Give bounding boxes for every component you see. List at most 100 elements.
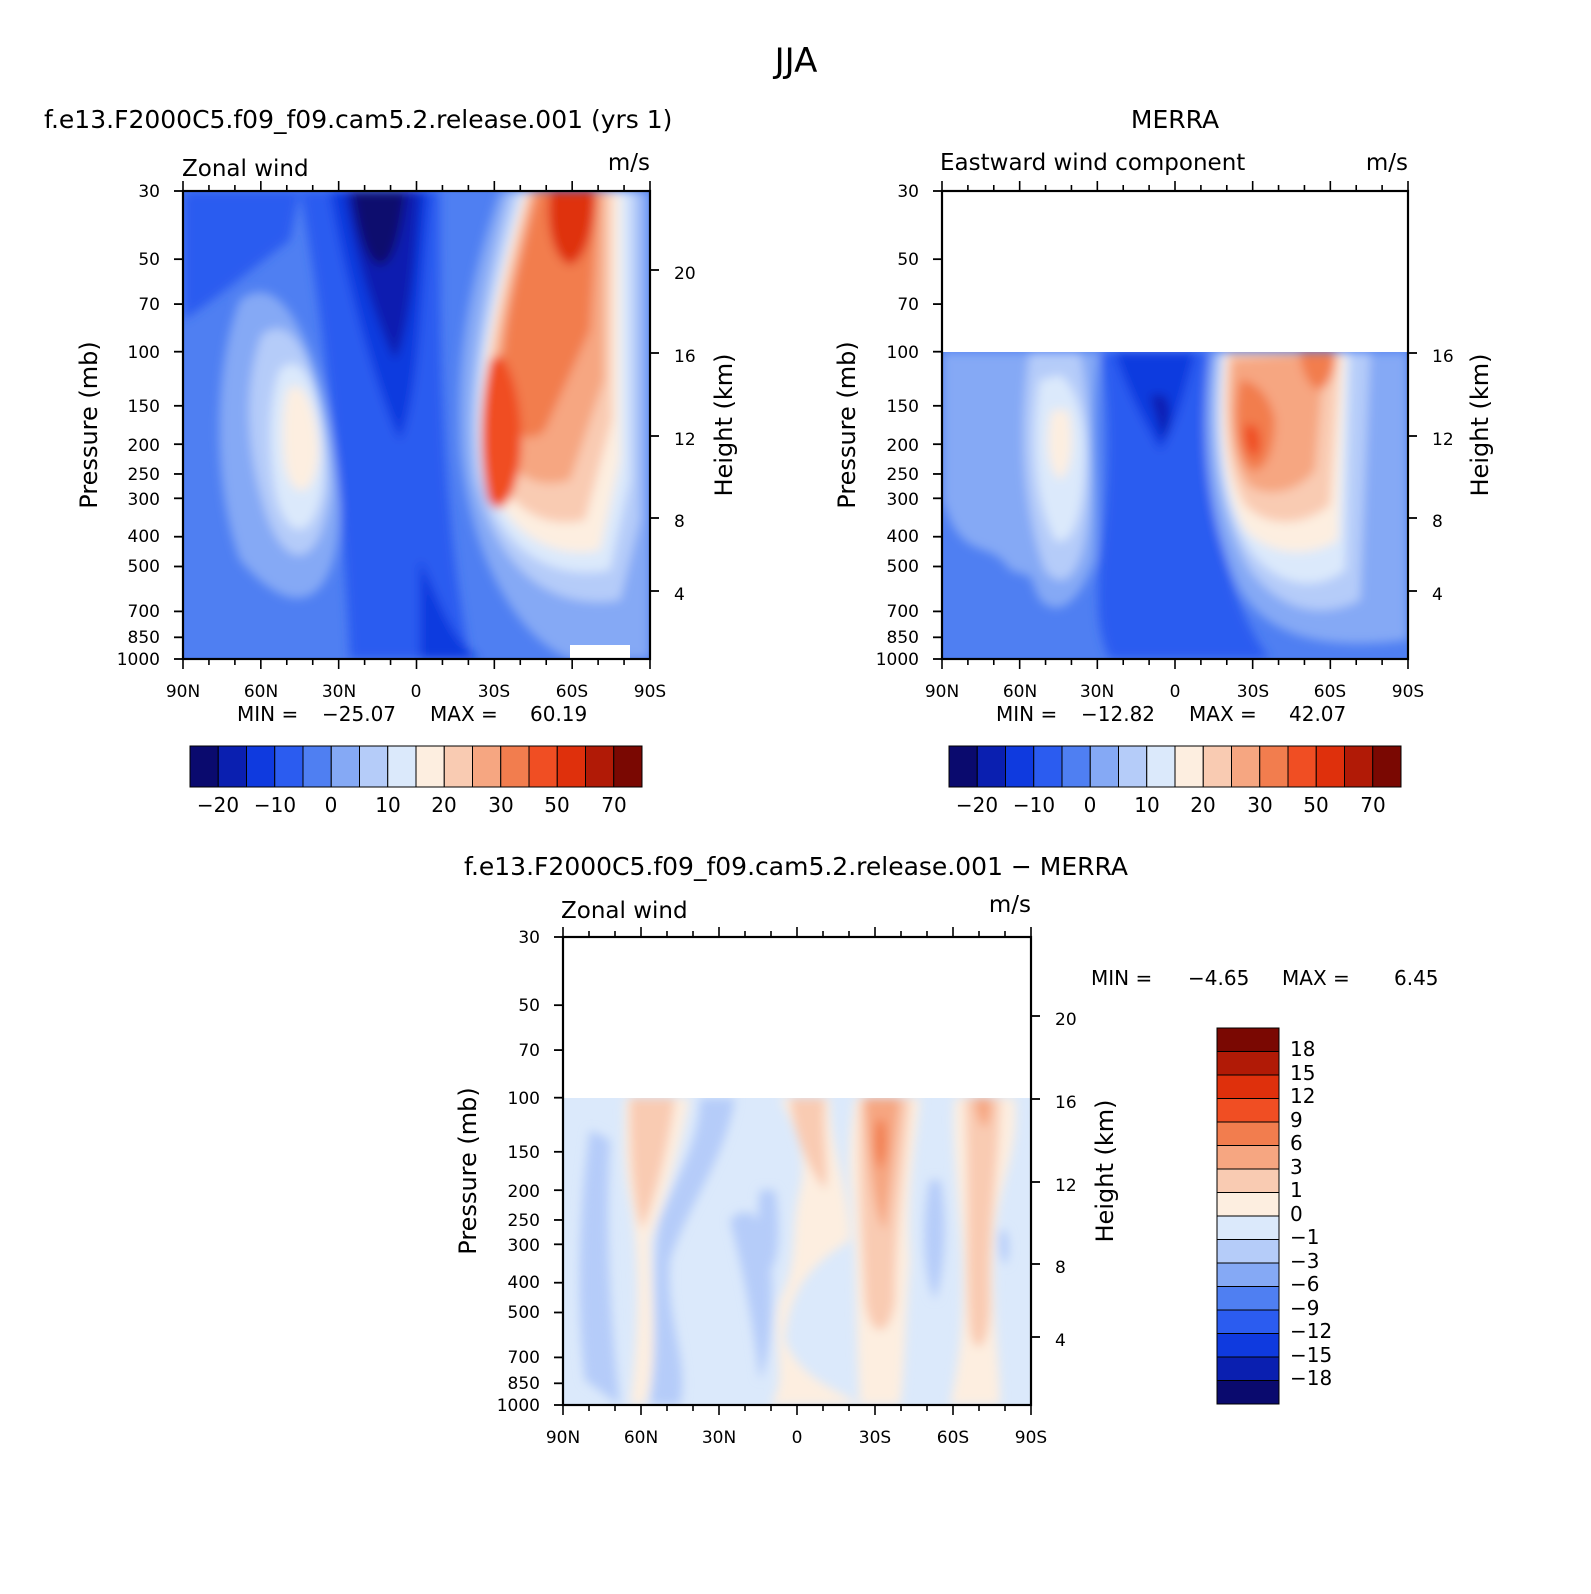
colorbar-label: 0: [325, 793, 338, 817]
ytick-label: 70: [138, 295, 160, 315]
colorbar-labels: −20 −10 0 10 20 30 50 70: [956, 793, 1386, 817]
ytick-label: 850: [508, 1374, 540, 1394]
panel-model-y2tick-labels: 20 16 12 8 4: [674, 264, 696, 605]
ytick-label: 150: [887, 397, 919, 417]
min-label: MIN =: [237, 702, 298, 726]
colorbar-label: 12: [1290, 1084, 1315, 1108]
colorbar-label: 10: [375, 793, 400, 817]
max-label: MAX =: [1189, 702, 1257, 726]
y2tick-label: 20: [674, 264, 696, 284]
panel-model-ylabel: Pressure (mb): [75, 341, 103, 508]
colorbar-label: 70: [1360, 793, 1385, 817]
y2tick-label: 16: [1055, 1093, 1077, 1113]
xtick-label: 30N: [702, 1428, 736, 1448]
xtick-label: 60N: [1003, 682, 1037, 702]
colorbar-label: −9: [1290, 1296, 1319, 1320]
ytick-label: 30: [138, 182, 160, 202]
colorbar-swatch: [1216, 1192, 1280, 1217]
colorbar-swatches: [1216, 1027, 1280, 1405]
ytick-label: 70: [897, 295, 919, 315]
colorbar-label: −1: [1290, 1225, 1319, 1249]
panel-obs-colorbar: −20 −10 0 10 20 30 50 70: [948, 745, 1402, 817]
colorbar-label: 0: [1084, 793, 1097, 817]
ytick-label: 1000: [117, 650, 160, 670]
xtick-label: 60S: [1314, 682, 1346, 702]
panel-obs-y2label: Height (km): [1466, 354, 1494, 497]
ytick-label: 50: [518, 996, 540, 1016]
max-label: MAX =: [430, 702, 498, 726]
ytick-label: 400: [508, 1273, 540, 1293]
panel-diff-stats: MIN = −4.65 MAX = 6.45: [1091, 966, 1439, 990]
colorbar-swatch: [1315, 745, 1345, 788]
panel-diff: f.e13.F2000C5.f09_f09.cam5.2.release.001…: [454, 852, 1439, 1448]
colorbar-label: 6: [1290, 1131, 1303, 1155]
colorbar-swatch: [1005, 745, 1035, 788]
panel-diff-y2label: Height (km): [1091, 1100, 1119, 1243]
colorbar-label: −12: [1290, 1319, 1332, 1343]
colorbar-swatch: [1231, 745, 1261, 788]
ytick-label: 150: [128, 397, 160, 417]
xtick-label: 0: [411, 682, 422, 702]
panel-obs-stats: MIN = −12.82 MAX = 42.07: [996, 702, 1346, 726]
colorbar-swatch: [1216, 1168, 1280, 1193]
ytick-label: 250: [508, 1211, 540, 1231]
y2tick-label: 12: [674, 430, 696, 450]
max-value: 42.07: [1289, 702, 1346, 726]
y2tick-label: 16: [674, 347, 696, 367]
xtick-label: 60S: [937, 1428, 969, 1448]
colorbar-label: 20: [431, 793, 456, 817]
xtick-label: 30N: [1080, 682, 1114, 702]
colorbar-swatch: [1174, 745, 1204, 788]
xtick-label: 30S: [859, 1428, 891, 1448]
xtick-label: 90N: [546, 1428, 580, 1448]
panel-model-field: [183, 191, 650, 659]
ytick-label: 700: [887, 602, 919, 622]
colorbar-label: 30: [488, 793, 513, 817]
colorbar-swatch: [1372, 745, 1402, 788]
colorbar-swatch: [1287, 745, 1317, 788]
panel-model-ytick-labels: 30 50 70 100 150 200 250 300 400 500 700…: [117, 182, 160, 670]
colorbar-swatch: [189, 745, 219, 788]
ytick-label: 150: [508, 1143, 540, 1163]
colorbar-swatch: [1216, 1121, 1280, 1146]
ytick-label: 700: [128, 602, 160, 622]
colorbar-swatch: [1216, 1356, 1280, 1381]
panel-diff-ylabel: Pressure (mb): [454, 1087, 482, 1254]
y2tick-label: 8: [674, 512, 685, 532]
panel-obs-ylabel: Pressure (mb): [833, 341, 861, 508]
y2tick-label: 4: [1432, 585, 1443, 605]
ytick-label: 700: [508, 1348, 540, 1368]
panel-model-colorbar: −20 −10 0 10 20 30 50 70: [189, 745, 643, 817]
colorbar-swatch: [274, 745, 304, 788]
colorbar-label: −20: [197, 793, 239, 817]
colorbar-swatch: [948, 745, 978, 788]
colorbar-label: −3: [1290, 1249, 1319, 1273]
ytick-label: 300: [508, 1236, 540, 1256]
max-value: 60.19: [530, 702, 587, 726]
colorbar-swatch: [1216, 1262, 1280, 1287]
y2tick-label: 4: [674, 585, 685, 605]
xtick-label: 60S: [556, 682, 588, 702]
xtick-label: 30S: [478, 682, 510, 702]
panel-model-variable: Zonal wind: [182, 156, 309, 182]
max-label: MAX =: [1282, 966, 1350, 990]
colorbar-label: 1: [1290, 1178, 1303, 1202]
colorbar-swatch: [976, 745, 1006, 788]
colorbar-swatch: [1089, 745, 1119, 788]
ytick-label: 100: [508, 1089, 540, 1109]
ytick-label: 250: [887, 465, 919, 485]
y2tick-label: 20: [1055, 1010, 1077, 1030]
colorbar-swatch: [1216, 1286, 1280, 1311]
colorbar-swatch: [613, 745, 643, 788]
panel-model-missing-area: [570, 645, 630, 659]
colorbar-labels: −20 −10 0 10 20 30 50 70: [197, 793, 627, 817]
colorbar-label: 10: [1134, 793, 1159, 817]
colorbar-swatch: [1216, 1309, 1280, 1334]
colorbar-swatch: [1202, 745, 1232, 788]
colorbar-label: −10: [254, 793, 296, 817]
colorbar-swatch: [1216, 1239, 1280, 1264]
colorbar-swatches: [189, 745, 643, 788]
colorbar-labels: 18 15 12 9 6 3 1 0 −1 −3 −6 −9 −12 −15 −…: [1290, 1037, 1332, 1390]
colorbar-label: 50: [1303, 793, 1328, 817]
ytick-label: 1000: [497, 1396, 540, 1416]
